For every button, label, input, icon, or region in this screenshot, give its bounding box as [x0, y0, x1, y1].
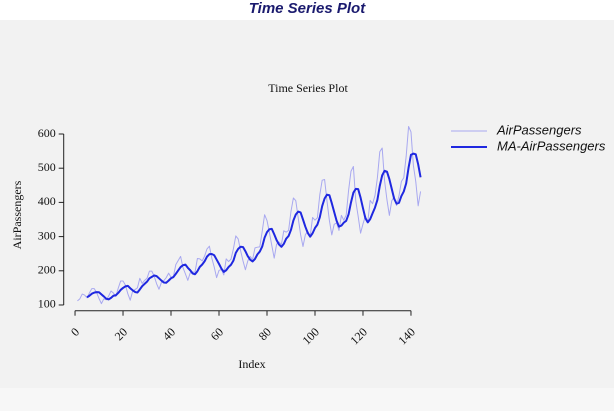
y-tick-label: 500	[38, 160, 56, 174]
footer-band	[0, 388, 614, 406]
y-axis-label: AirPassengers	[10, 180, 24, 249]
y-tick-label: 600	[38, 126, 56, 140]
x-axis-label: Index	[238, 357, 265, 371]
legend-label: AirPassengers	[496, 122, 582, 137]
header-title: Time Series Plot	[249, 0, 366, 17]
y-tick-label: 300	[38, 228, 56, 242]
series-line	[86, 152, 422, 301]
y-tick-label: 200	[38, 263, 56, 277]
legend-label: MA-AirPassengers	[497, 138, 606, 153]
y-tick-label: 100	[38, 297, 56, 311]
chart-title: Time Series Plot	[268, 81, 348, 95]
panel	[0, 20, 614, 388]
y-tick-label: 400	[38, 194, 56, 208]
